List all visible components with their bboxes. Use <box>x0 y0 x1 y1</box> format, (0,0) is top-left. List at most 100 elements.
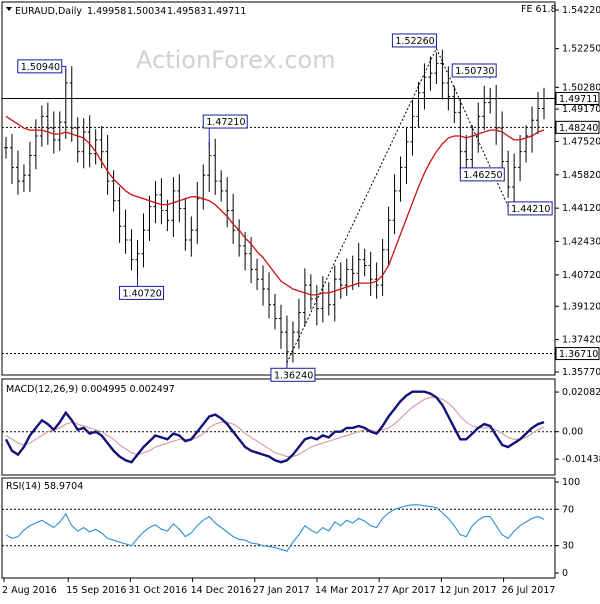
price-bar <box>302 268 307 327</box>
price-bar <box>398 156 403 202</box>
annotation-box <box>119 285 165 300</box>
price-bar <box>314 285 319 326</box>
price-axis-label: 1.42430 <box>562 236 600 247</box>
price-bar <box>380 238 385 296</box>
annotation-label: 1.44210 <box>511 204 550 215</box>
price-low: 1.49583 <box>167 6 206 17</box>
annotation-label: 1.40720 <box>123 288 162 299</box>
macd-signal-line <box>5 396 545 458</box>
price-bar <box>219 170 224 202</box>
price-bar <box>27 141 32 192</box>
price-bar <box>189 216 194 257</box>
price-bar <box>207 141 212 192</box>
price-bar <box>524 125 529 163</box>
price-bar <box>195 182 200 244</box>
price-bar <box>171 177 176 238</box>
price-bar <box>440 49 445 100</box>
price-bar <box>15 150 20 195</box>
rsi-axis-label: 0 <box>562 568 568 579</box>
price-axis-label: 1.39120 <box>562 301 600 312</box>
price-bar <box>69 66 74 142</box>
level-tag-label: 1.49711 <box>559 94 598 105</box>
price-bar <box>344 258 349 296</box>
price-bar <box>183 197 188 251</box>
price-bar <box>356 242 361 288</box>
rsi-axis-label: 70 <box>562 504 574 515</box>
price-bar <box>117 186 122 243</box>
price-axis-label: 1.37420 <box>562 335 600 346</box>
moving-average-line <box>5 115 545 296</box>
price-bar <box>332 265 337 322</box>
price-bar <box>446 66 451 111</box>
price-bar <box>237 219 242 257</box>
price-bar <box>482 85 487 131</box>
price-high: 1.50034 <box>127 6 166 17</box>
price-bar <box>518 134 523 182</box>
price-annotation: 1.50730 <box>451 63 497 79</box>
annotation-label: 1.50940 <box>21 62 60 73</box>
price-bar <box>201 164 206 210</box>
price-annotation: 1.46250 <box>459 166 505 182</box>
price-bar <box>422 63 427 110</box>
annotation-label: 1.46250 <box>463 170 502 181</box>
price-bar <box>213 138 218 195</box>
price-bar <box>488 87 493 114</box>
price-bar <box>368 251 373 296</box>
rsi-axis-label: 30 <box>562 541 574 552</box>
price-axis-label: 1.35770 <box>562 367 600 378</box>
price-bar <box>428 56 433 91</box>
price-bar <box>308 274 313 310</box>
price-axis-label: 1.49170 <box>562 104 600 115</box>
price-bar <box>338 262 343 299</box>
level-tag-box <box>555 120 600 134</box>
price-bar <box>512 153 517 204</box>
rsi-line <box>5 504 545 552</box>
price-bar <box>93 129 98 165</box>
price-bar <box>255 258 260 290</box>
price-bar <box>177 174 182 223</box>
price-bar <box>362 248 367 277</box>
price-bar <box>506 150 511 198</box>
price-bar <box>81 118 86 169</box>
price-annotation: 1.44210 <box>507 201 553 216</box>
price-bar <box>105 134 110 195</box>
price-close: 1.49711 <box>207 6 246 17</box>
price-bar <box>267 272 272 319</box>
price-bar <box>63 69 68 139</box>
macd-line <box>4 390 545 464</box>
annotation-label: 1.50730 <box>455 66 494 77</box>
price-bar <box>350 255 355 290</box>
price-annotation: 1.52260 <box>391 33 437 49</box>
macd-axis-label: 0.00 <box>562 427 583 438</box>
price-bar <box>464 134 469 174</box>
price-title: EURAUD,Daily <box>15 6 82 17</box>
rsi-title: RSI(14) 58.9704 <box>6 481 83 492</box>
price-axis-label: 1.45820 <box>562 170 600 181</box>
rsi-axis-label: 100 <box>562 477 580 488</box>
price-bar <box>51 111 56 154</box>
axes: 1.54220 1.52250 1.50280 1.49170 1.47520 1.458… <box>2 5 600 596</box>
price-bar <box>141 213 146 268</box>
level-tag-box <box>555 91 600 105</box>
annotation-box <box>459 167 505 182</box>
price-bar <box>45 102 50 145</box>
price-bar <box>75 117 80 163</box>
level-tag-label: 1.48240 <box>559 123 598 134</box>
price-annotation: 1.47210 <box>202 114 248 148</box>
price-bar <box>410 99 415 156</box>
price-bar <box>536 91 541 135</box>
price-bar <box>284 315 289 366</box>
price-annotation: 1.50940 <box>17 59 67 75</box>
date-axis-label: 14 Mar 2017 <box>315 585 375 596</box>
price-axis-label: 1.40720 <box>562 270 600 281</box>
date-axis-label: 12 Jun 2017 <box>439 585 496 596</box>
watermark: ActionForex.com <box>136 46 336 74</box>
rsi-panel-frame <box>1 477 556 579</box>
date-axis-label: 27 Apr 2017 <box>377 585 436 596</box>
annotation-box <box>202 114 248 129</box>
price-bar <box>278 304 283 349</box>
price-plot: 1.50940 1.47210 1.40720 1.36240 1.52260 1.507… <box>2 33 555 382</box>
price-axis-label: 1.50280 <box>562 82 600 93</box>
